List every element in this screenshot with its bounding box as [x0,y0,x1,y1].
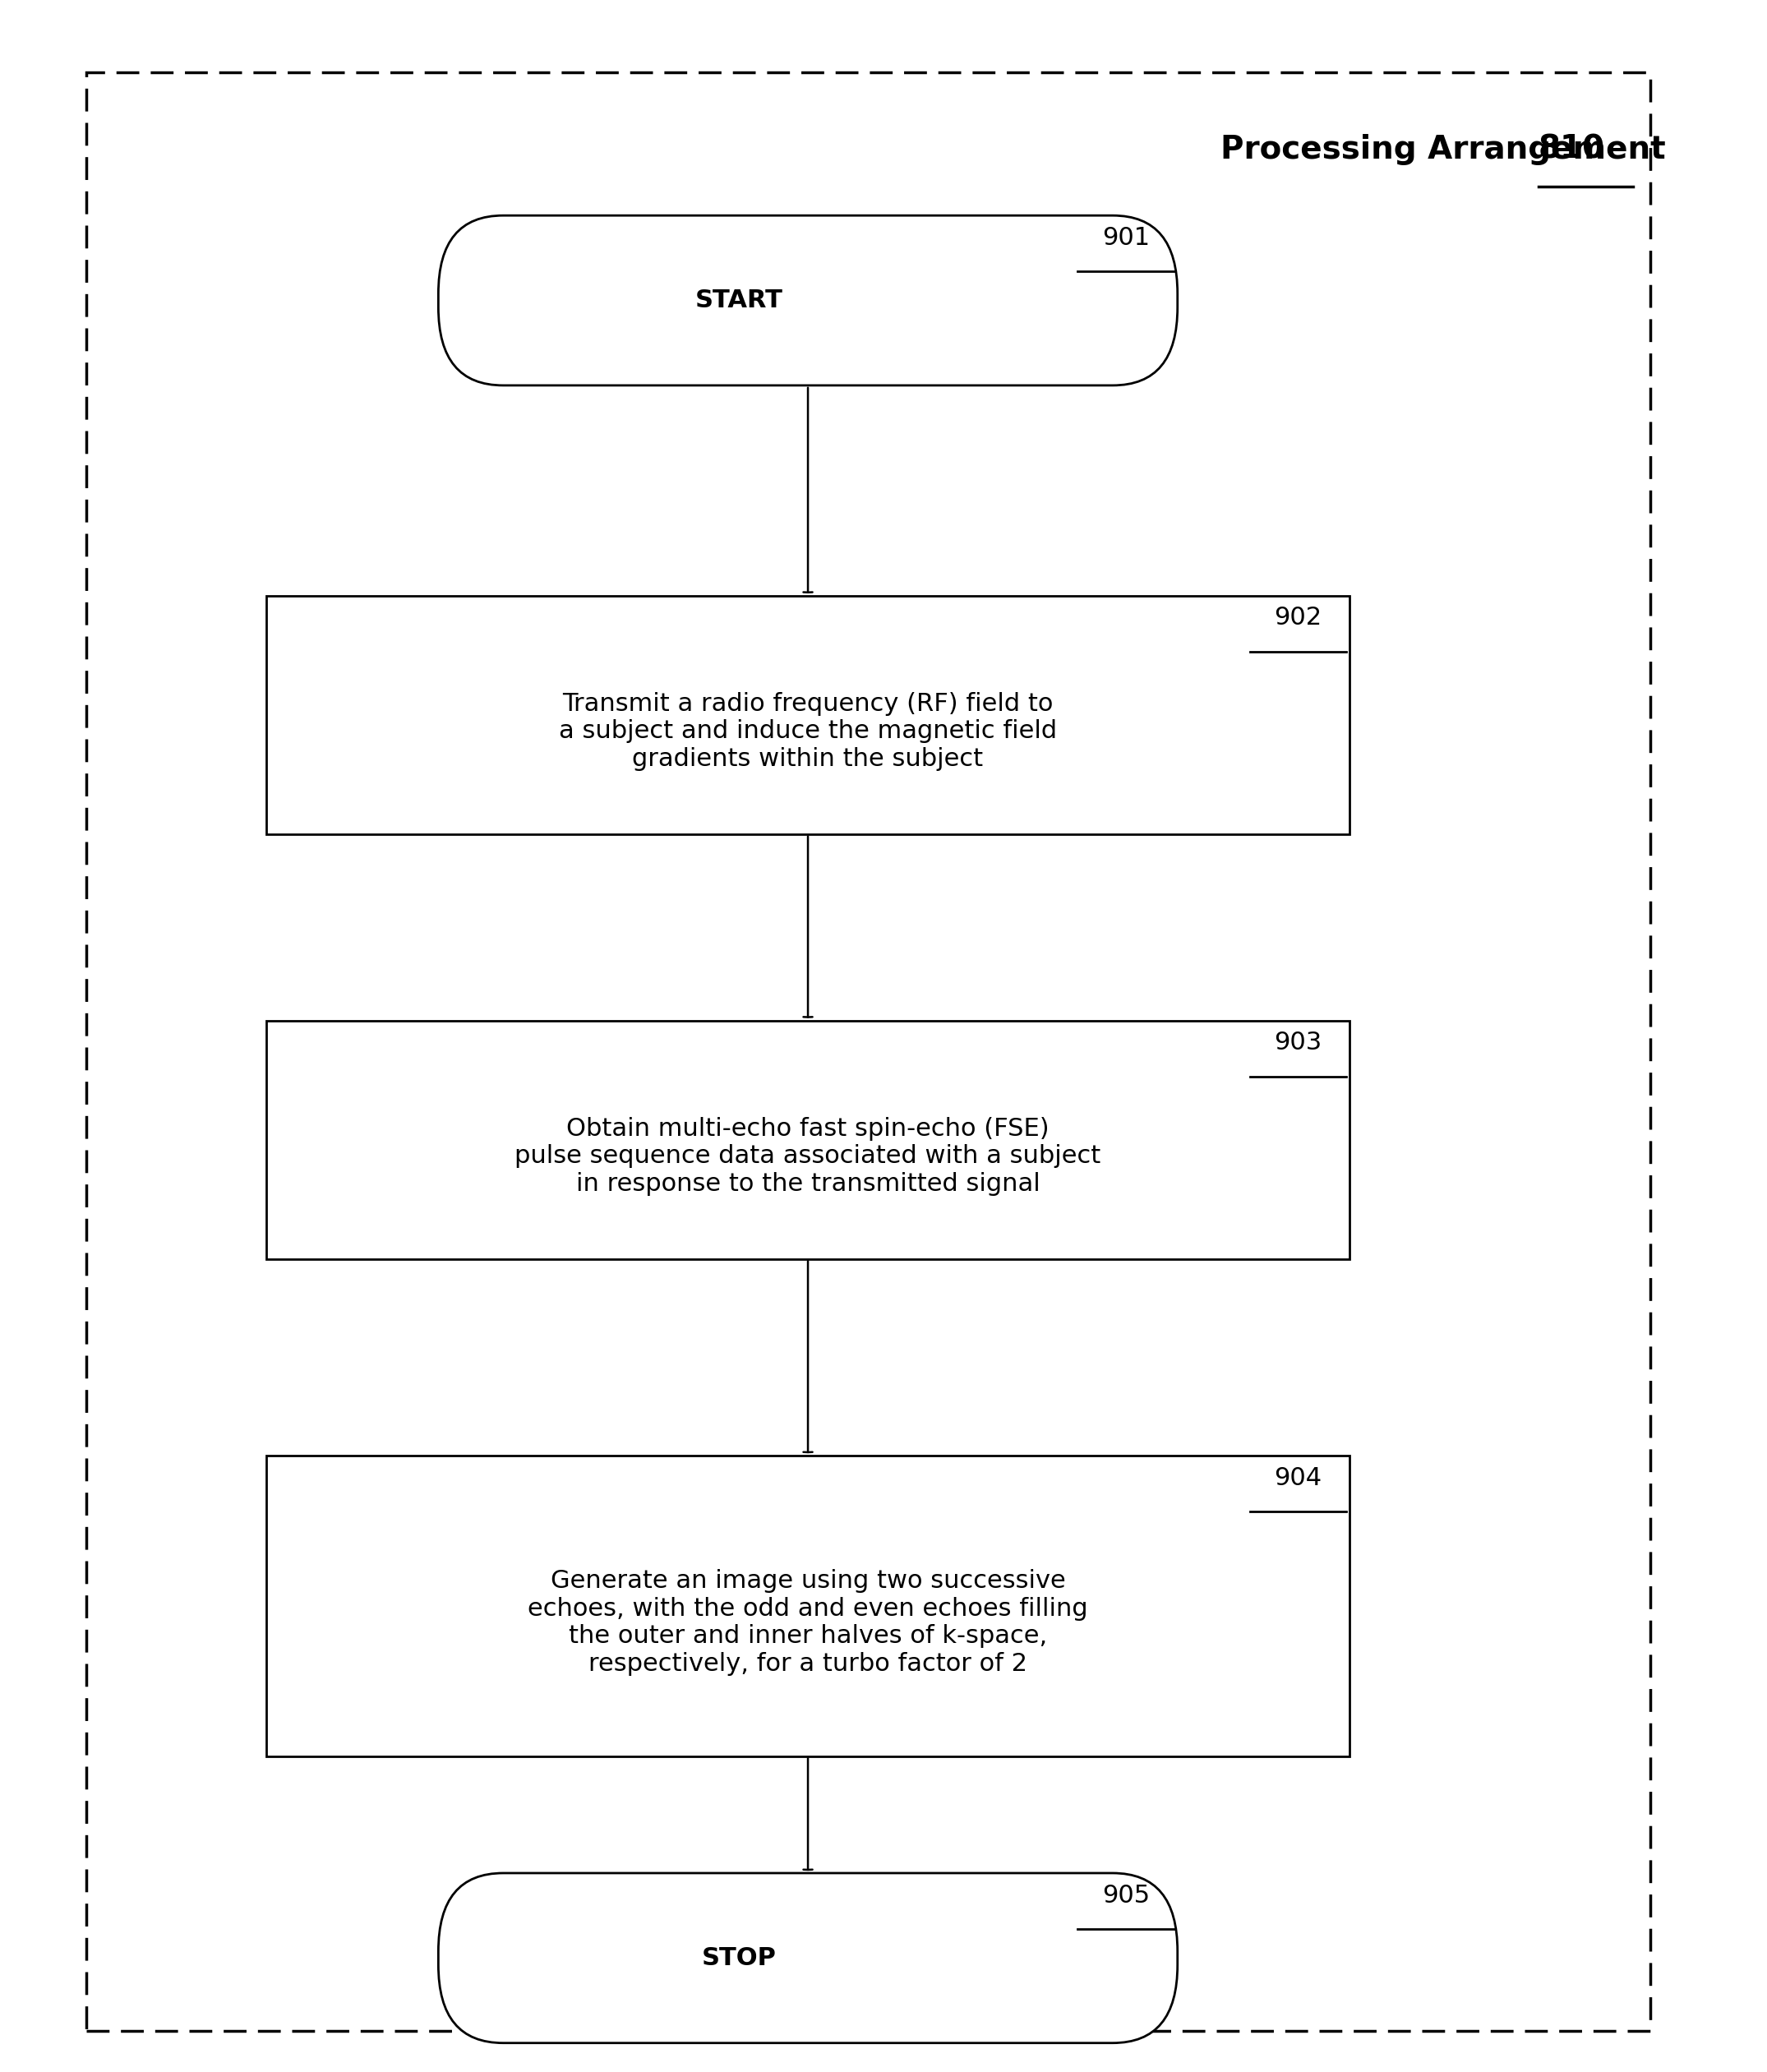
FancyBboxPatch shape [438,1873,1177,2043]
Text: 903: 903 [1274,1030,1322,1055]
FancyBboxPatch shape [267,1019,1350,1258]
Text: Processing Arrangement: Processing Arrangement [1221,133,1666,166]
FancyBboxPatch shape [267,1455,1350,1755]
Text: 904: 904 [1274,1467,1322,1490]
FancyBboxPatch shape [438,215,1177,385]
Text: Generate an image using two successive
echoes, with the odd and even echoes fill: Generate an image using two successive e… [528,1569,1088,1676]
Text: Obtain multi-echo fast spin-echo (FSE)
pulse sequence data associated with a sub: Obtain multi-echo fast spin-echo (FSE) p… [514,1117,1101,1196]
Text: 901: 901 [1103,226,1150,251]
Text: STOP: STOP [701,1946,776,1970]
Text: Transmit a radio frequency (RF) field to
a subject and induce the magnetic field: Transmit a radio frequency (RF) field to… [558,692,1057,771]
Text: 902: 902 [1274,605,1322,630]
FancyBboxPatch shape [267,597,1350,833]
Text: 810: 810 [1539,133,1604,166]
Text: START: START [694,288,783,313]
Text: 905: 905 [1103,1883,1150,1908]
